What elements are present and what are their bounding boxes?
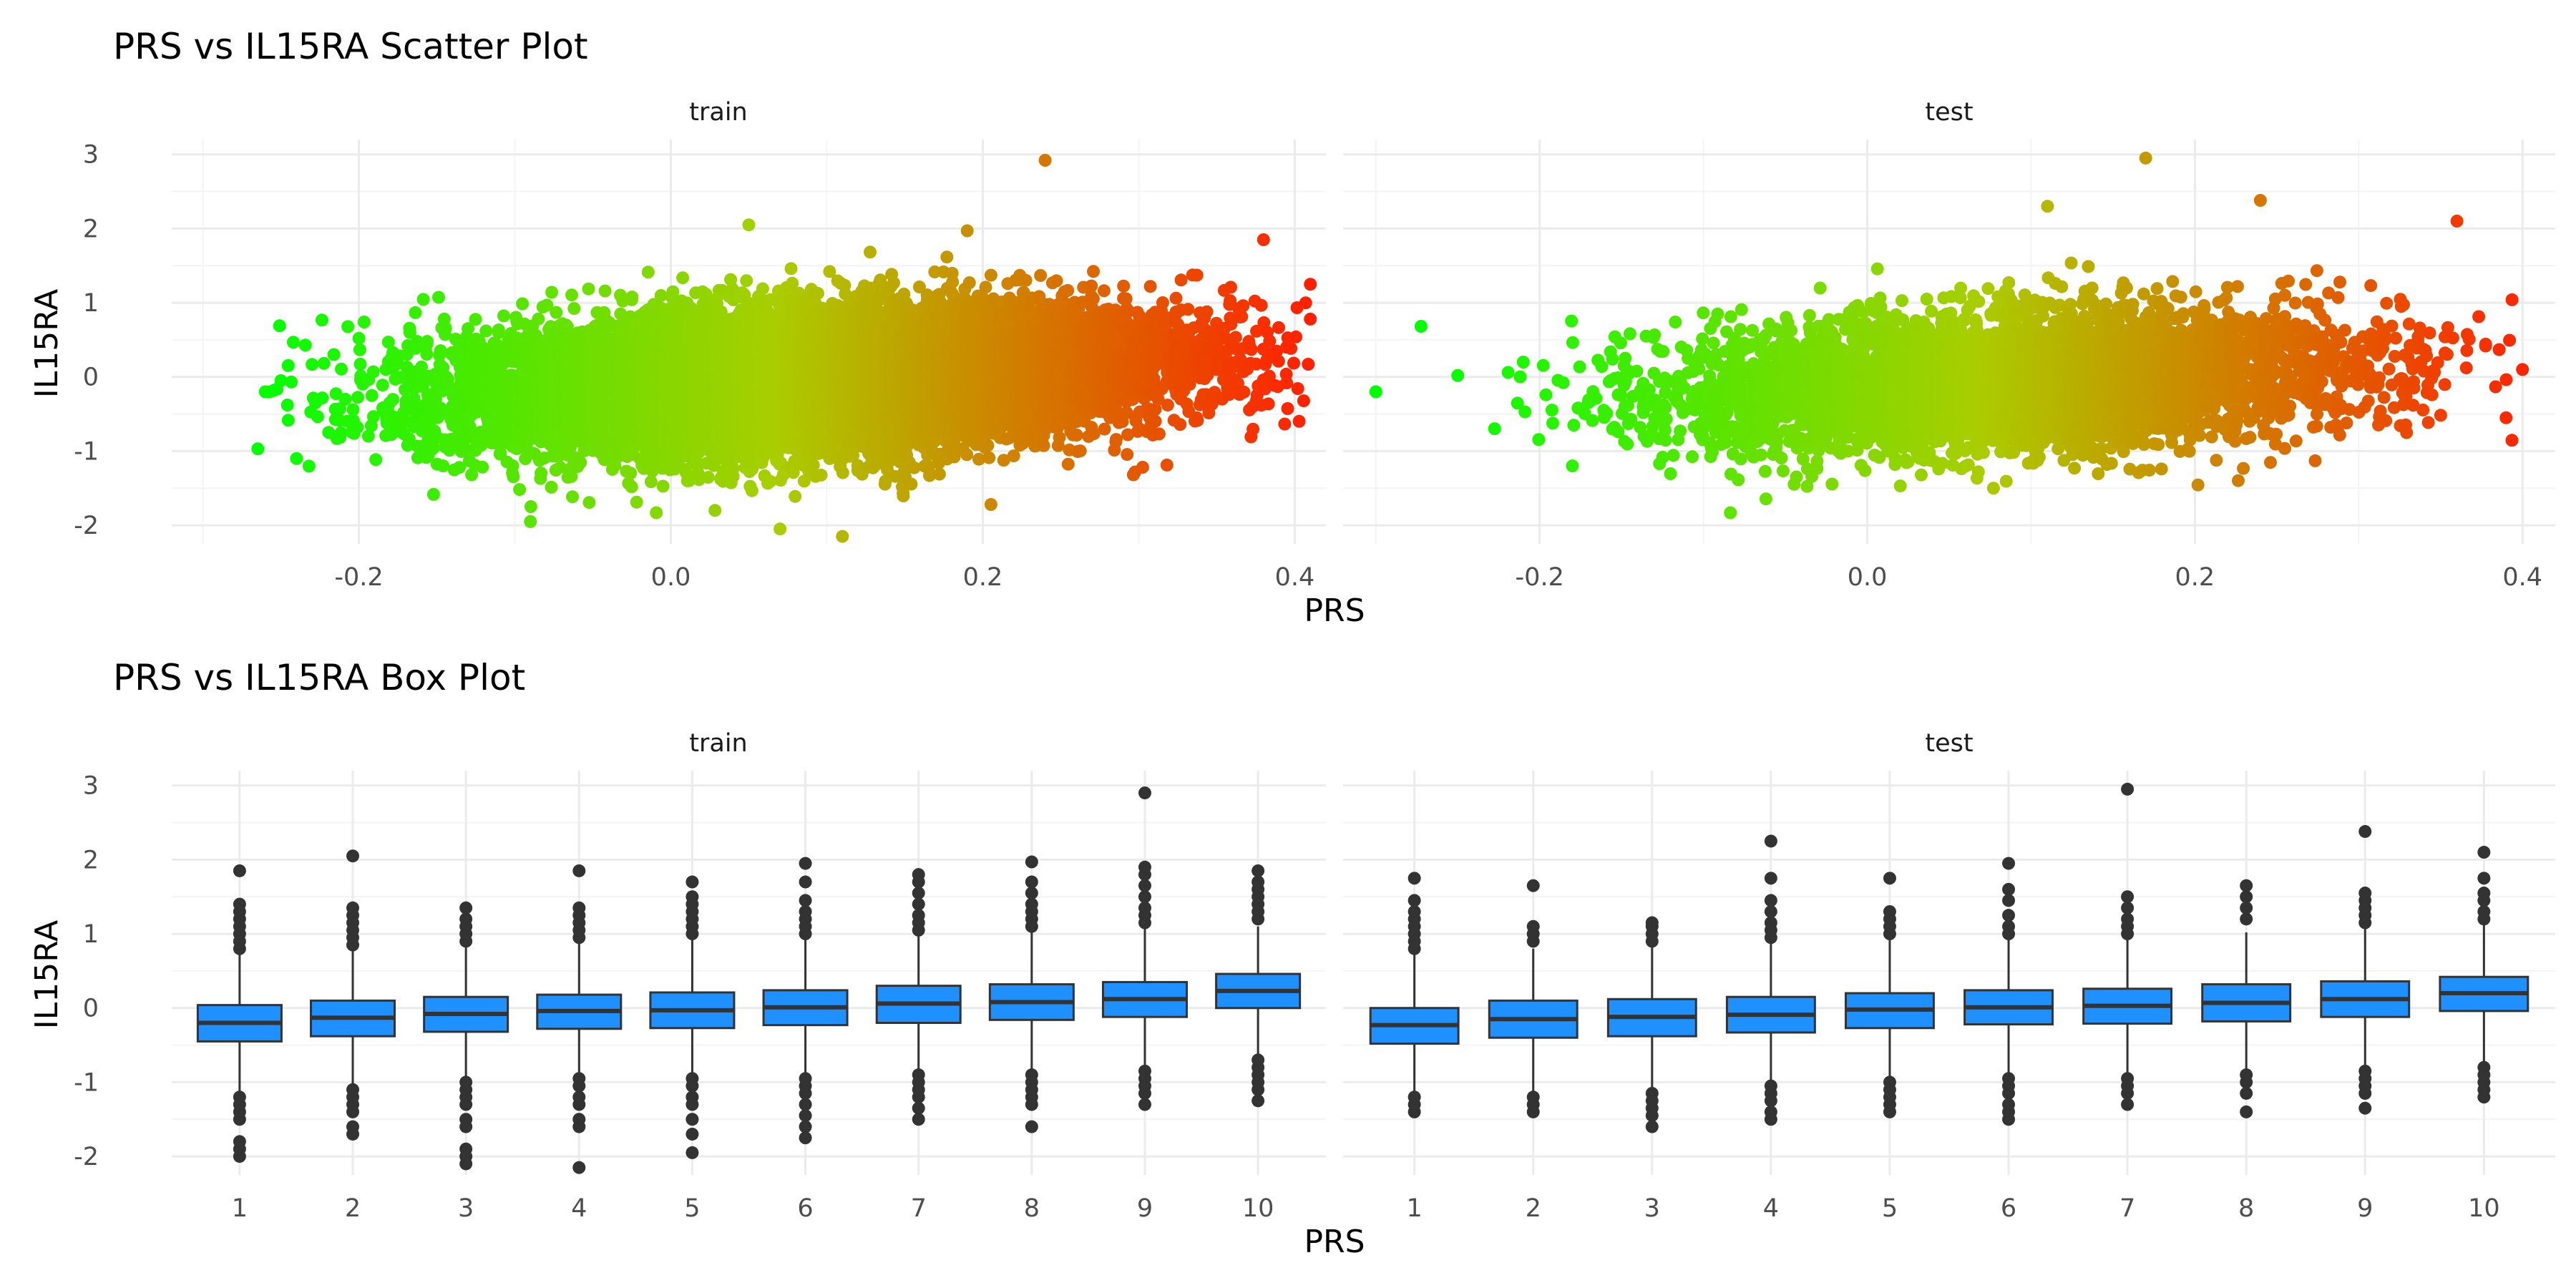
scatter-point — [497, 309, 510, 323]
scatter-point — [421, 335, 434, 348]
scatter-point — [335, 362, 348, 376]
scatter-point — [567, 302, 581, 316]
scatter-point — [561, 320, 574, 333]
scatter-point — [366, 410, 380, 424]
scatter-point — [566, 490, 579, 504]
scatter-point — [302, 459, 316, 473]
scatter-point — [281, 414, 295, 427]
scatter-point — [545, 480, 558, 494]
scatter-point — [650, 506, 663, 519]
scatter-point — [353, 357, 367, 371]
scatter-point — [351, 391, 364, 404]
scatter-point — [251, 442, 265, 456]
scatter-point — [420, 348, 434, 361]
scatter-point — [409, 306, 422, 319]
scatter-point — [630, 495, 643, 509]
scatter-point — [315, 313, 328, 327]
scatter-point — [507, 470, 520, 484]
scatter-point — [386, 393, 400, 406]
scatter-facet-label-test: test — [1925, 98, 1973, 127]
scatter-plot-title: PRS vs IL15RA Scatter Plot — [113, 26, 588, 67]
scatter-point — [479, 324, 493, 338]
scatter-point — [532, 312, 545, 326]
scatter-points — [251, 151, 2529, 543]
scatter-point — [453, 461, 466, 474]
scatter-point — [317, 356, 331, 370]
scatter-point — [625, 291, 639, 304]
scatter-point — [494, 447, 507, 460]
scatter-point — [329, 387, 343, 401]
scatter-point — [416, 293, 430, 306]
scatter-point — [434, 344, 447, 358]
scatter-point — [333, 402, 346, 416]
scatter-point — [376, 379, 389, 392]
scatter-point — [516, 297, 530, 311]
scatter-point — [434, 401, 447, 415]
scatter-point — [273, 319, 286, 333]
scatter-point — [351, 421, 364, 434]
scatter-point — [582, 496, 596, 509]
scatter-point — [381, 336, 395, 349]
scatter-point — [426, 487, 440, 501]
scatter-point — [524, 500, 537, 513]
scatter-point — [545, 286, 559, 299]
scatter-point — [469, 313, 482, 326]
scatter-point — [334, 426, 348, 439]
scatter-point — [492, 326, 505, 339]
scatter-point — [411, 335, 424, 348]
scatter-point — [353, 343, 366, 356]
scatter-point — [574, 456, 587, 469]
scatter-plot: PRS vs IL15RA Scatter Plot train test -0… — [29, 26, 2555, 629]
scatter-point — [550, 306, 563, 319]
scatter-point — [427, 441, 441, 454]
scatter-point — [341, 320, 355, 333]
scatter-point — [436, 361, 450, 374]
scatter-point — [641, 265, 655, 279]
scatter-point — [403, 326, 416, 339]
scatter-point — [346, 403, 360, 416]
scatter-point — [402, 432, 416, 446]
scatter-point — [327, 348, 341, 361]
scatter-point — [553, 461, 567, 474]
scatter-point — [311, 410, 324, 424]
scatter-point — [306, 358, 319, 371]
scatter-point — [701, 471, 715, 484]
scatter-point — [476, 460, 489, 474]
scatter-point — [565, 288, 578, 302]
scatter-point — [598, 284, 612, 298]
scatter-facet-label-train: train — [689, 98, 747, 127]
scatter-point — [513, 483, 527, 497]
scatter-point — [316, 391, 329, 405]
scatter-point — [529, 328, 542, 342]
scatter-point — [654, 289, 668, 302]
scatter-point — [285, 375, 298, 389]
scatter-point — [357, 316, 371, 328]
scatter-point — [432, 291, 445, 304]
scatter-point — [624, 467, 638, 480]
scatter-point — [625, 480, 638, 494]
scatter-point — [582, 282, 595, 296]
scatter-point — [280, 399, 294, 411]
scatter-point — [676, 271, 690, 285]
scatter-point — [286, 336, 300, 349]
scatter-point — [369, 453, 383, 467]
scatter-point — [726, 462, 740, 475]
scatter-point — [365, 389, 379, 402]
scatter-point — [338, 392, 352, 406]
scatter-point — [535, 467, 548, 480]
scatter-point — [506, 459, 519, 472]
scatter-point — [708, 504, 722, 517]
scatter-point — [361, 429, 375, 443]
scatter-point — [298, 338, 312, 352]
scatter-point — [436, 459, 450, 473]
scatter-point — [656, 479, 670, 493]
scatter-point — [462, 322, 475, 336]
scatter-point — [540, 298, 554, 312]
scatter-point — [281, 358, 295, 372]
scatter-point — [439, 321, 452, 335]
scatter-point — [366, 365, 380, 379]
scatter-point — [415, 360, 428, 374]
